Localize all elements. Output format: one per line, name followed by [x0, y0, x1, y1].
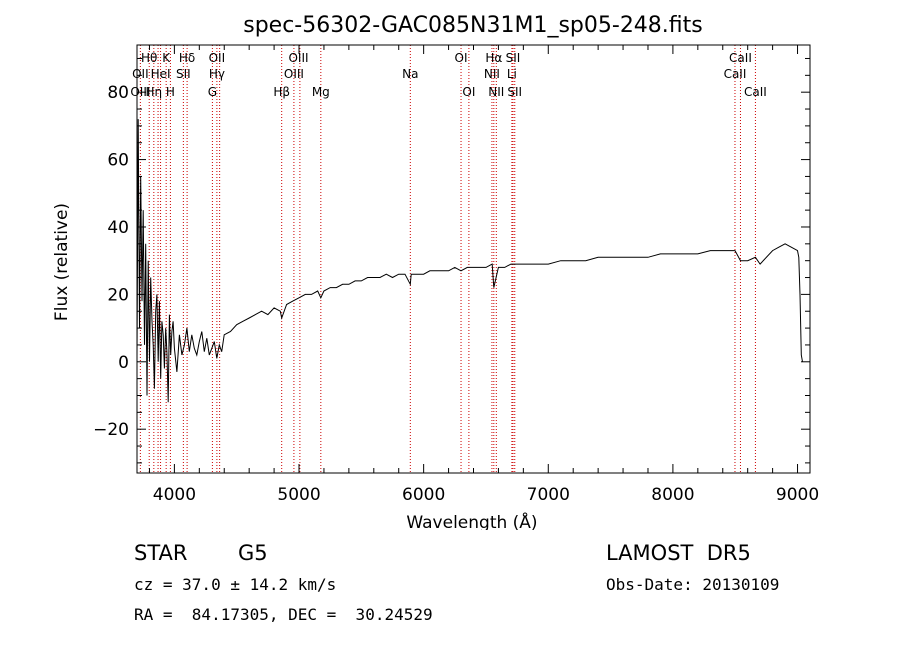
line-label-lines-row1-2: Hδ	[179, 51, 195, 65]
x-tick-label: 8000	[651, 485, 694, 505]
line-label-lines-row1-6: Hα	[485, 51, 502, 65]
subclass: G5	[238, 541, 268, 565]
x-tick-label: 5000	[277, 485, 320, 505]
line-label-lines-row2-3: Hγ	[209, 67, 225, 81]
line-label-lines-row1-4: OIII	[288, 51, 308, 65]
obs-date: Obs-Date: 20130109	[606, 575, 780, 594]
y-tick-label: −20	[93, 420, 129, 440]
line-label-lines-row2-1: HeI	[151, 67, 171, 81]
y-tick-label: 60	[107, 151, 129, 171]
coordinates: RA = 84.17305, DEC = 30.24529	[134, 605, 433, 624]
x-tick-label: 7000	[527, 485, 570, 505]
y-axis-label: Flux (relative)	[52, 203, 72, 321]
line-label-lines-row1-5: OI	[455, 51, 468, 65]
survey-release: LAMOST DR5	[606, 541, 751, 565]
line-label-lines-row3-1: Hη	[146, 85, 163, 99]
x-axis: 4000 5000 6000 7000 8000 9000	[148, 45, 819, 505]
line-label-lines-row3-6: OI	[462, 85, 475, 99]
line-label-lines-row3-3: G	[208, 85, 217, 99]
line-label-lines-row2-6: NII	[484, 67, 500, 81]
line-label-lines-row2-5: Na	[402, 67, 418, 81]
line-label-lines-row2-2: SII	[176, 67, 191, 81]
line-label-lines-row1-8: CaII	[729, 51, 752, 65]
y-tick-label: 0	[118, 353, 129, 373]
line-label-lines-row3-9: CaII	[744, 85, 767, 99]
line-label-lines-row1-7: SII	[506, 51, 521, 65]
x-tick-label: 4000	[153, 485, 196, 505]
spectrum-chart: spec-56302-GAC085N31M1_sp05-248.fits Hθ K…	[52, 13, 819, 533]
line-label-lines-row1-3: OII	[209, 51, 226, 65]
x-tick-label: 9000	[776, 485, 819, 505]
line-label-lines-row2-8: CaII	[724, 67, 747, 81]
line-markers	[139, 45, 756, 473]
object-class: STAR	[134, 541, 188, 565]
line-label-lines-row2-4: OIII	[284, 67, 304, 81]
line-label-lines-row2-7: Li	[507, 67, 517, 81]
line-label-lines-row3-4: Hβ	[273, 85, 290, 99]
y-tick-label: 40	[107, 218, 129, 238]
plot-frame	[136, 44, 811, 474]
line-label-lines-row3-2: H	[166, 85, 175, 99]
y-tick-label: 80	[107, 83, 129, 103]
line-label-lines-row2-0: OII	[132, 67, 149, 81]
x-axis-label: Wavelength (Å)	[406, 511, 537, 530]
line-label-lines-row3-5: Mg	[312, 85, 330, 99]
spectrum-line	[136, 119, 803, 403]
line-label-lines-row3-7: NII	[488, 85, 504, 99]
y-tick-label: 20	[107, 285, 129, 305]
line-label-lines-row1-1: K	[162, 51, 171, 65]
chart-title: spec-56302-GAC085N31M1_sp05-248.fits	[243, 13, 703, 38]
line-label-lines-row1-0: Hθ	[141, 51, 157, 65]
x-tick-label: 6000	[402, 485, 445, 505]
y-axis: −20 0 20 40 60 80	[93, 57, 810, 464]
line-label-lines-row3-8: SII	[507, 85, 522, 99]
redshift-value: cz = 37.0 ± 14.2 km/s	[134, 575, 337, 594]
